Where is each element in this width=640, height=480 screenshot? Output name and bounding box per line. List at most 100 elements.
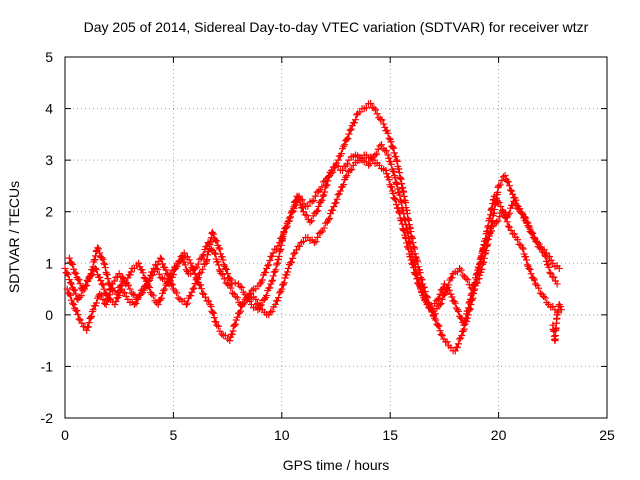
data-point-interp <box>525 222 533 230</box>
data-point-interp <box>509 190 517 198</box>
data-point-interp <box>213 237 221 245</box>
data-point-interp <box>140 274 148 282</box>
data-point <box>367 99 375 107</box>
data-point-interp <box>496 181 504 189</box>
data-point <box>423 301 431 309</box>
data-point <box>200 290 208 298</box>
data-point-interp <box>480 258 488 266</box>
data-point-interp <box>99 281 107 289</box>
data-point-interp <box>69 299 77 307</box>
data-point-interp <box>268 277 276 285</box>
data-point-interp <box>218 330 226 338</box>
data-point-interp <box>157 255 165 263</box>
data-point-interp <box>543 257 551 265</box>
data-point <box>553 280 561 288</box>
data-point-interp <box>476 271 484 279</box>
data-point <box>291 249 299 257</box>
data-point-interp <box>173 289 181 297</box>
x-tick-label: 5 <box>170 427 178 443</box>
data-point-interp <box>219 256 227 264</box>
data-point-interp <box>303 211 311 219</box>
data-point <box>410 259 418 267</box>
data-point-interp <box>346 166 354 174</box>
data-point-interp <box>523 256 531 264</box>
y-tick-label: -2 <box>41 410 54 426</box>
data-point-interp <box>214 322 222 330</box>
data-point <box>241 290 249 298</box>
y-tick-label: 2 <box>45 204 53 220</box>
data-point-interp <box>100 285 108 293</box>
data-point-interp <box>71 286 79 294</box>
data-point-interp <box>440 291 448 299</box>
data-point-interp <box>68 296 76 304</box>
data-point-interp <box>228 330 236 338</box>
data-point-interp <box>212 318 220 326</box>
data-point-interp <box>236 309 244 317</box>
data-point-interp <box>149 292 157 300</box>
data-point-interp <box>199 289 207 297</box>
data-point-interp <box>182 266 190 274</box>
data-point-interp <box>382 147 390 155</box>
data-point-interp <box>289 207 297 215</box>
data-point-interp <box>82 281 90 289</box>
data-point-interp <box>108 284 116 292</box>
data-point-interp <box>391 174 399 182</box>
data-point-interp <box>529 274 537 282</box>
data-point-interp <box>546 268 554 276</box>
data-point-interp <box>321 188 329 196</box>
data-point-interp <box>169 266 177 274</box>
data-point-interp <box>325 214 333 222</box>
data-point-interp <box>523 261 531 269</box>
data-point-interp <box>505 209 513 217</box>
data-point <box>221 264 229 272</box>
data-point <box>89 306 97 314</box>
data-point-interp <box>127 268 135 276</box>
data-point-interp <box>266 256 274 264</box>
data-point-interp <box>229 327 237 335</box>
data-point-interp <box>431 310 439 318</box>
data-point <box>254 306 262 314</box>
data-point-interp <box>262 268 270 276</box>
data-point-interp <box>295 196 303 204</box>
data-point-interp <box>388 183 396 191</box>
data-point-interp <box>418 287 426 295</box>
data-point-interp <box>231 279 239 287</box>
data-point-interp <box>448 293 456 301</box>
data-point <box>518 244 526 252</box>
data-point-interp <box>318 196 326 204</box>
x-tick-label: 0 <box>61 427 69 443</box>
data-point-interp <box>314 207 322 215</box>
data-point-interp <box>504 178 512 186</box>
data-point <box>555 264 563 272</box>
data-point-interp <box>478 265 486 273</box>
data-point-interp <box>273 297 281 305</box>
data-point-interp <box>284 217 292 225</box>
data-point-interp <box>459 271 467 279</box>
data-point-interp <box>237 307 245 315</box>
data-point-interp <box>103 291 111 299</box>
data-point-interp <box>227 284 235 292</box>
data-point <box>456 264 464 272</box>
data-point <box>508 187 516 195</box>
data-point-interp <box>197 268 205 276</box>
data-point-interp <box>504 222 512 230</box>
data-point-interp <box>174 294 182 302</box>
data-point <box>213 321 221 329</box>
data-point-interp <box>95 245 103 253</box>
data-point <box>195 270 203 278</box>
data-point-interp <box>199 265 207 273</box>
data-point <box>373 110 381 118</box>
data-point-interp <box>387 160 395 168</box>
data-point-interp <box>138 266 146 274</box>
data-point-interp <box>340 142 348 150</box>
data-point-interp <box>187 269 195 277</box>
data-point-interp <box>66 279 74 287</box>
data-point-interp <box>103 271 111 279</box>
data-point <box>319 192 327 200</box>
data-point-interp <box>464 276 472 284</box>
data-point-interp <box>362 104 370 112</box>
data-point <box>525 264 533 272</box>
data-point <box>239 301 247 309</box>
data-point-interp <box>324 216 332 224</box>
data-point <box>83 326 91 334</box>
